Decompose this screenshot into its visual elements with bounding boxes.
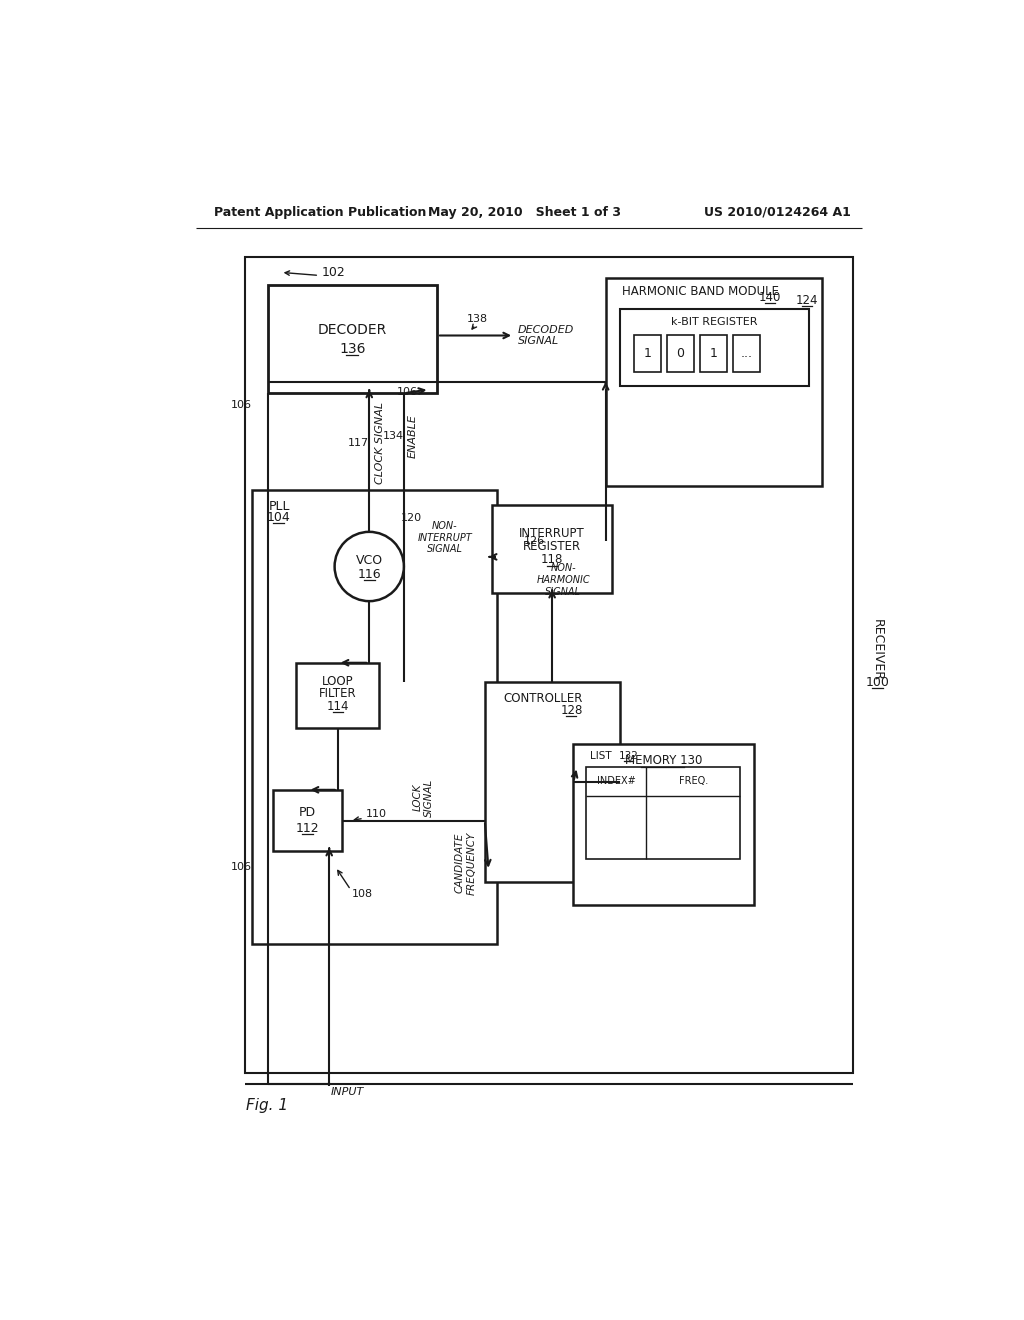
Text: Fig. 1: Fig. 1	[246, 1098, 288, 1113]
Text: INPUT: INPUT	[331, 1086, 364, 1097]
Text: Patent Application Publication: Patent Application Publication	[214, 206, 426, 219]
Bar	[621, 309, 809, 385]
Text: 138: 138	[467, 314, 487, 323]
Text: REGISTER: REGISTER	[523, 540, 582, 553]
Text: 100: 100	[865, 676, 890, 689]
Text: ENABLE: ENABLE	[409, 413, 418, 458]
Bar	[606, 277, 822, 486]
Bar	[296, 663, 379, 729]
Text: FILTER: FILTER	[318, 686, 356, 700]
Text: NON-
INTERRUPT
SIGNAL: NON- INTERRUPT SIGNAL	[418, 521, 472, 554]
Text: 126: 126	[524, 536, 546, 546]
Text: 108: 108	[352, 888, 374, 899]
Text: 1: 1	[710, 347, 718, 360]
Text: INTERRUPT: INTERRUPT	[519, 527, 585, 540]
Text: DECODED
SIGNAL: DECODED SIGNAL	[518, 325, 574, 346]
Text: 104: 104	[266, 511, 290, 524]
Text: HARMONIC BAND MODULE: HARMONIC BAND MODULE	[622, 285, 779, 298]
Text: 106: 106	[397, 388, 418, 397]
Text: FREQ.: FREQ.	[679, 776, 708, 787]
Text: INDEX#: INDEX#	[597, 776, 636, 787]
Text: CANDIDATE
FREQUENCY: CANDIDATE FREQUENCY	[455, 832, 476, 895]
Bar	[700, 335, 727, 372]
Bar	[634, 335, 662, 372]
Text: 132: 132	[618, 751, 639, 760]
Text: LOOP: LOOP	[322, 675, 353, 688]
Text: MEMORY 130: MEMORY 130	[625, 754, 702, 767]
Text: PD: PD	[299, 807, 316, 820]
Text: 117: 117	[348, 438, 369, 449]
Bar	[484, 682, 620, 882]
Text: 102: 102	[322, 265, 345, 279]
Text: LOCK
SIGNAL: LOCK SIGNAL	[413, 779, 434, 817]
Text: 134: 134	[383, 430, 403, 441]
Circle shape	[335, 532, 403, 601]
Text: NON-
HARMONIC
SIGNAL: NON- HARMONIC SIGNAL	[537, 564, 590, 597]
Bar	[267, 285, 437, 393]
Text: 124: 124	[796, 294, 818, 308]
Bar	[587, 767, 740, 859]
Text: 0: 0	[676, 347, 684, 360]
Text: CLOCK SIGNAL: CLOCK SIGNAL	[375, 403, 385, 484]
Text: US 2010/0124264 A1: US 2010/0124264 A1	[703, 206, 851, 219]
Text: ...: ...	[740, 347, 753, 360]
Text: 128: 128	[560, 704, 583, 717]
Text: 110: 110	[366, 809, 386, 820]
Bar	[273, 789, 342, 851]
Bar	[252, 490, 497, 944]
Text: 136: 136	[339, 342, 366, 355]
Bar	[668, 335, 694, 372]
Text: 112: 112	[296, 822, 319, 834]
Bar	[573, 743, 755, 906]
Text: k-BIT REGISTER: k-BIT REGISTER	[672, 317, 758, 327]
Bar	[258, 268, 839, 1069]
Text: VCO: VCO	[355, 554, 383, 566]
Text: 140: 140	[759, 290, 781, 304]
Text: CONTROLLER: CONTROLLER	[503, 693, 583, 705]
Text: 114: 114	[327, 700, 349, 713]
Text: PLL: PLL	[269, 500, 291, 513]
Bar	[733, 335, 761, 372]
Bar	[493, 506, 611, 594]
Text: 106: 106	[231, 400, 252, 409]
Text: RECEIVER: RECEIVER	[871, 619, 884, 681]
Text: 1: 1	[643, 347, 651, 360]
Text: DECODER: DECODER	[317, 323, 387, 337]
Text: May 20, 2010   Sheet 1 of 3: May 20, 2010 Sheet 1 of 3	[428, 206, 622, 219]
Text: 106: 106	[231, 862, 252, 871]
Text: 118: 118	[541, 553, 563, 566]
Bar	[245, 257, 853, 1073]
Text: 116: 116	[357, 568, 381, 581]
Text: 120: 120	[401, 513, 422, 523]
Text: LIST: LIST	[590, 751, 612, 760]
